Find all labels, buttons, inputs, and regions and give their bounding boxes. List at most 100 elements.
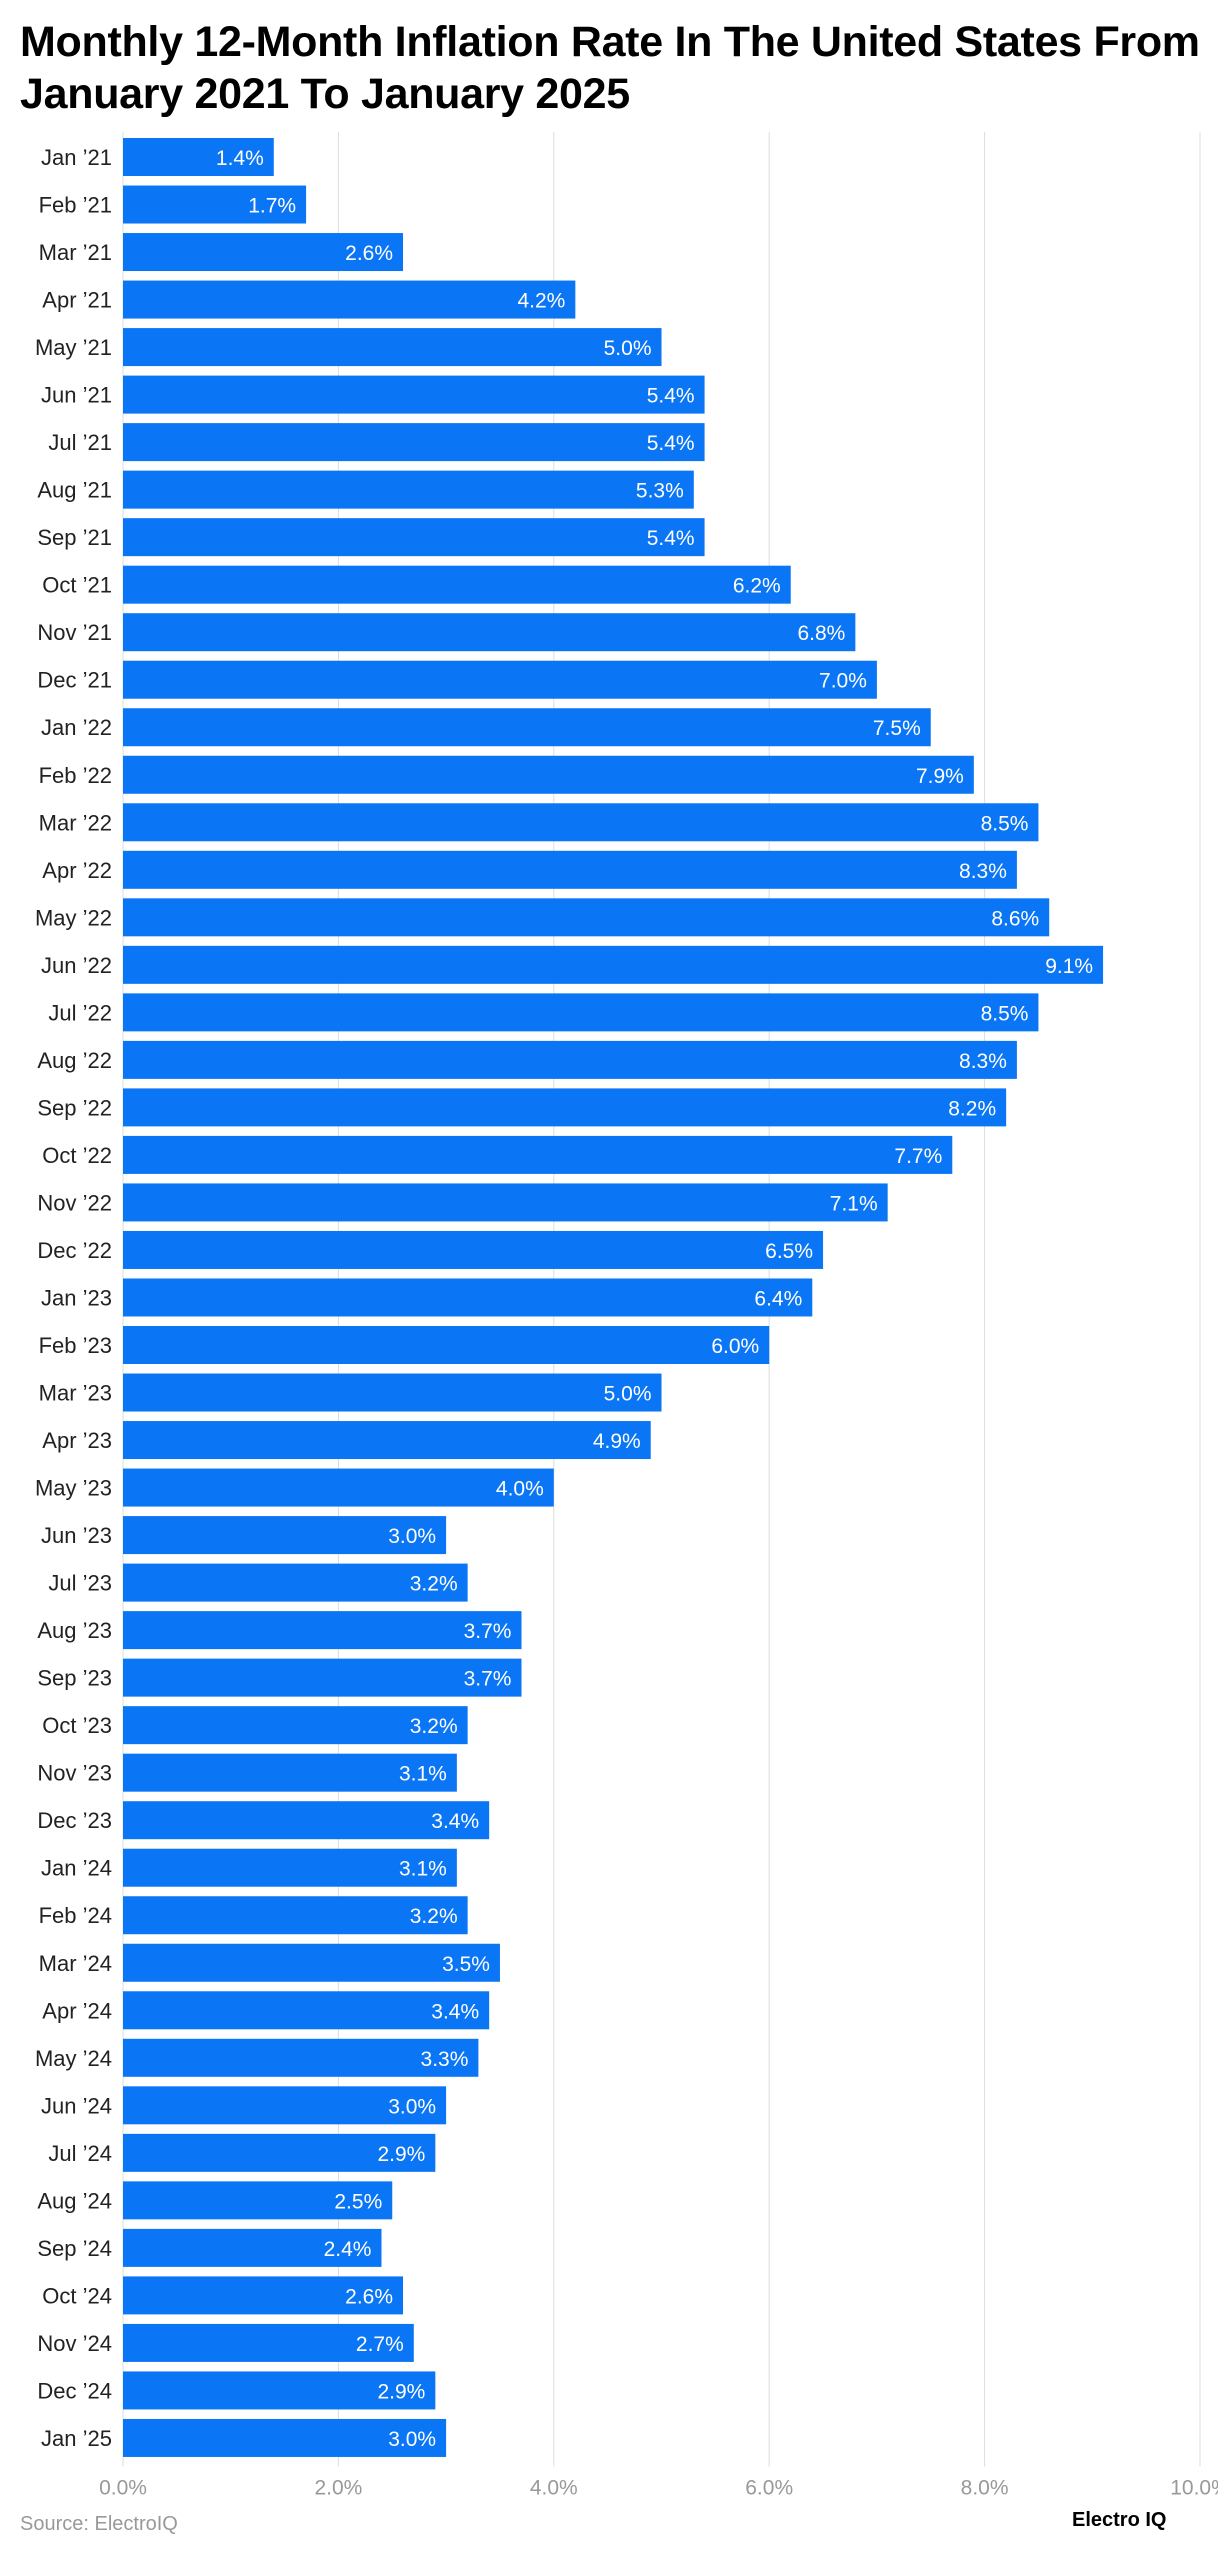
x-tick-label: 8.0% — [961, 2476, 1009, 2499]
category-label: Dec ’23 — [37, 1808, 112, 1833]
category-label: Jan ’25 — [41, 2426, 112, 2451]
bar — [123, 565, 791, 604]
bar-value-label: 4.9% — [593, 1430, 641, 1453]
bar — [123, 1706, 468, 1745]
bar-value-label: 3.4% — [431, 1810, 479, 1833]
bar-value-label: 3.0% — [388, 1525, 436, 1548]
bar — [123, 1230, 824, 1269]
category-label: May ’24 — [35, 2046, 112, 2071]
bar — [123, 1040, 1017, 1079]
bar — [123, 233, 404, 272]
bar — [123, 850, 1017, 889]
bar-value-label: 3.7% — [464, 1620, 512, 1643]
bar-value-label: 8.2% — [948, 1097, 996, 1120]
bar-value-label: 3.1% — [399, 1858, 447, 1881]
x-tick-label: 10.0% — [1170, 2476, 1218, 2499]
category-label: Feb ’24 — [39, 1903, 112, 1928]
bar-value-label: 3.1% — [399, 1763, 447, 1786]
category-label: Nov ’23 — [37, 1761, 112, 1786]
brand-logo: Electro IQ — [1072, 2509, 1167, 2531]
bar — [123, 2276, 404, 2315]
category-label: Mar ’21 — [39, 240, 112, 265]
category-label: Nov ’24 — [37, 2331, 112, 2356]
bar — [123, 1373, 662, 1412]
bar-value-label: 5.0% — [604, 337, 652, 360]
bar — [123, 993, 1039, 1032]
bar-value-label: 2.4% — [324, 2238, 372, 2261]
category-label: Apr ’21 — [42, 288, 112, 313]
category-label: Aug ’21 — [37, 478, 112, 503]
bar-value-label: 3.3% — [421, 2048, 469, 2071]
bar-value-label: 4.2% — [517, 290, 565, 313]
x-tick-label: 0.0% — [99, 2476, 147, 2499]
bar — [123, 708, 931, 747]
bar — [123, 1991, 490, 2030]
bar — [123, 660, 877, 699]
bar-value-label: 4.0% — [496, 1478, 544, 1501]
category-label: Feb ’22 — [39, 763, 112, 788]
bar-chart: 1.4% 1.7% 2.6% 4.2% 5.0% 5.4% 5.4% 5.3% 5.4% 6.2%… — [35, 132, 1218, 2499]
bar-value-label: 7.0% — [819, 670, 867, 693]
bar-value-label: 3.0% — [388, 2428, 436, 2451]
category-label: Jul ’23 — [48, 1571, 112, 1596]
bar — [123, 945, 1104, 984]
bar-value-label: 5.4% — [647, 527, 695, 550]
x-tick-label: 6.0% — [745, 2476, 793, 2499]
source-note: Source: ElectroIQ — [20, 2513, 178, 2535]
category-label: Feb ’23 — [39, 1333, 112, 1358]
bar — [123, 1848, 457, 1887]
category-label: Dec ’21 — [37, 668, 112, 693]
chart-title: Monthly 12-Month Inflation Rate In The U… — [20, 18, 1200, 118]
bar — [123, 1468, 554, 1507]
bar-value-label: 9.1% — [1045, 955, 1093, 978]
category-label: Apr ’22 — [42, 858, 112, 883]
category-label: May ’22 — [35, 905, 112, 930]
bar-value-label: 7.5% — [873, 717, 921, 740]
bar-value-label: 5.3% — [636, 480, 684, 503]
bar-value-label: 8.6% — [991, 907, 1039, 930]
bar — [123, 328, 662, 367]
bar — [123, 2038, 479, 2077]
category-label: Aug ’22 — [37, 1048, 112, 1073]
category-label: Feb ’21 — [39, 193, 112, 218]
bar — [123, 1563, 468, 1602]
bar — [123, 2371, 436, 2410]
bar-value-label: 5.4% — [647, 385, 695, 408]
x-axis-tick-labels: 0.0% 2.0% 4.0% 6.0% 8.0% 10.0% — [99, 2476, 1218, 2499]
bar — [123, 280, 576, 319]
bar-value-label: 3.2% — [410, 1573, 458, 1596]
category-label: May ’23 — [35, 1476, 112, 1501]
bar — [123, 470, 694, 509]
bar — [123, 185, 307, 224]
bars — [123, 138, 1104, 2457]
bar-value-label: 8.5% — [981, 1002, 1029, 1025]
bar-value-label: 6.0% — [711, 1335, 759, 1358]
bar-value-label: 6.5% — [765, 1240, 813, 1263]
category-label: Sep ’23 — [37, 1666, 112, 1691]
bar-value-label: 2.9% — [377, 2380, 425, 2403]
bar — [123, 1183, 888, 1222]
bar-value-label: 6.2% — [733, 575, 781, 598]
bar — [123, 1801, 490, 1840]
category-label: Oct ’23 — [42, 1713, 112, 1738]
bar — [123, 2181, 393, 2220]
category-label: Mar ’24 — [39, 1951, 112, 1976]
x-tick-label: 2.0% — [314, 2476, 362, 2499]
category-label: Mar ’22 — [39, 810, 112, 835]
x-tick-label: 4.0% — [530, 2476, 578, 2499]
bar — [123, 1658, 522, 1697]
bar-value-labels: 1.4% 1.7% 2.6% 4.2% 5.0% 5.4% 5.4% 5.3% 5.4% 6.2%… — [216, 147, 1093, 2451]
bar — [123, 803, 1039, 842]
bar — [123, 2133, 436, 2172]
bar-value-label: 7.1% — [830, 1192, 878, 1215]
category-label: Sep ’24 — [37, 2236, 112, 2261]
bar-value-label: 2.6% — [345, 242, 393, 265]
bar — [123, 375, 705, 414]
bar-value-label: 8.3% — [959, 1050, 1007, 1073]
category-label: Sep ’21 — [37, 525, 112, 550]
bar-value-label: 6.4% — [754, 1287, 802, 1310]
bar-value-label: 2.6% — [345, 2285, 393, 2308]
category-label: Mar ’23 — [39, 1381, 112, 1406]
category-label: Jul ’21 — [48, 430, 112, 455]
category-label: Jun ’24 — [41, 2093, 112, 2118]
